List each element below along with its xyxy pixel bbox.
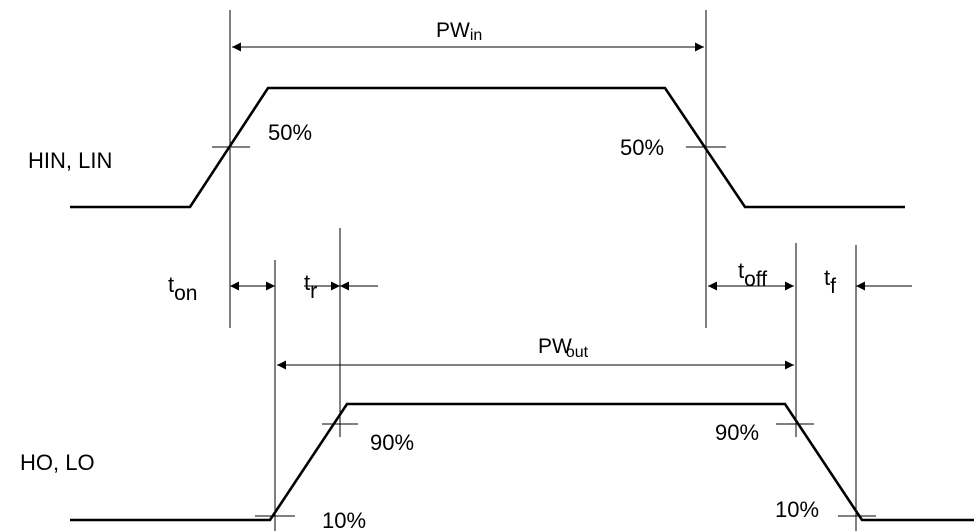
output-fall-high-label: 90% <box>715 420 759 445</box>
output-fall-low-label: 10% <box>775 497 819 522</box>
ton-label: ton <box>168 272 197 305</box>
pw-in-label: PWin <box>436 19 482 44</box>
output-rise-high-label: 90% <box>370 430 414 455</box>
toff-label: toff <box>738 258 767 291</box>
input-fall-threshold-label: 50% <box>620 135 664 160</box>
tf-label: tf <box>824 265 836 298</box>
output-rise-low-label: 10% <box>322 508 366 531</box>
input-signal-label: HIN, LIN <box>28 148 112 173</box>
pw-out-label: PWout <box>538 335 589 361</box>
input-waveform <box>70 86 905 209</box>
output-signal-label: HO, LO <box>20 450 95 475</box>
input-rise-threshold-label: 50% <box>268 120 312 145</box>
output-waveform <box>70 402 974 522</box>
tr-label: tr <box>304 270 317 303</box>
